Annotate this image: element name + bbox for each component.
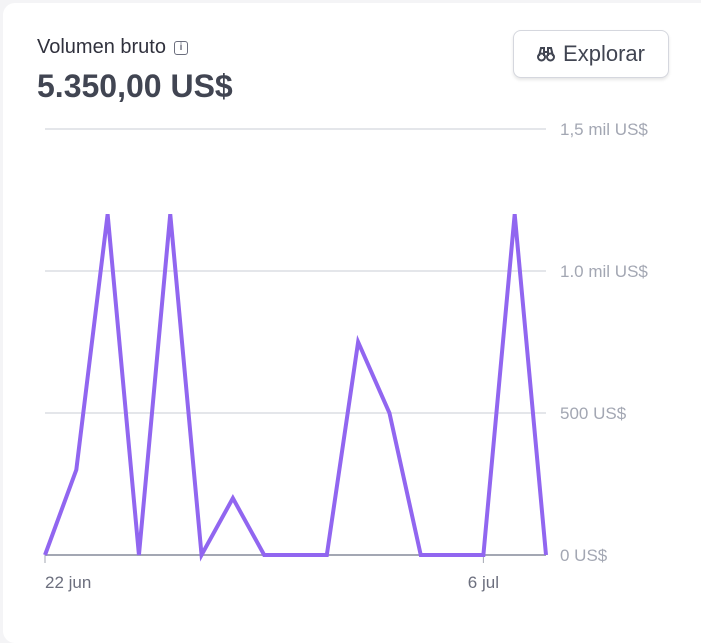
title-text: Volumen bruto — [37, 36, 166, 58]
y-tick-label: 0 US$ — [560, 546, 608, 565]
y-tick-label: 1,5 mil US$ — [560, 120, 648, 139]
x-tick-label: 6 jul — [468, 573, 499, 592]
total-value: 5.350,00 US$ — [37, 68, 233, 104]
gross-volume-chart: 0 US$ 500 US$ 1.0 mil US$ 1,5 mil US$ 22 jun… — [43, 120, 648, 592]
y-tick-label: 1.0 mil US$ — [560, 262, 648, 281]
y-tick-label: 500 US$ — [560, 404, 627, 423]
chart-title: Volumen bruto i — [37, 36, 188, 59]
explore-label: Explorar — [563, 41, 645, 66]
volume-line — [43, 213, 548, 562]
explore-button[interactable]: Explorar — [513, 30, 669, 78]
binoculars-icon — [537, 47, 556, 62]
info-icon[interactable]: i — [173, 40, 188, 55]
x-tick-label: 22 jun — [45, 573, 91, 592]
